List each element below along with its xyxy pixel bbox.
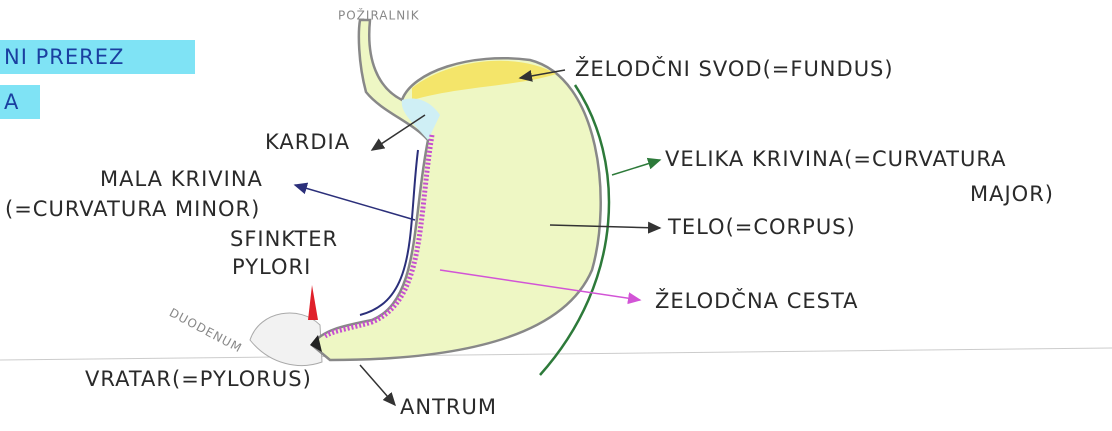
sphincter-mark [308, 285, 318, 320]
diagram: NI PREREZ A POŽIRALNIK ŽELODČNI SVOD(=FU… [0, 0, 1112, 427]
title: NI PREREZ [4, 45, 124, 69]
arrow [360, 365, 395, 405]
label: VRATAR(=PYLORUS) [85, 367, 312, 391]
label: ŽELODČNA CESTA [655, 288, 859, 313]
label: KARDIA [265, 130, 350, 154]
title: A [4, 90, 19, 114]
label: ANTRUM [400, 395, 497, 419]
label: TELO(=CORPUS) [667, 215, 856, 239]
label: POŽIRALNIK [338, 8, 420, 23]
arrow [295, 185, 415, 220]
label: MAJOR) [970, 182, 1054, 206]
arrow [612, 160, 660, 175]
page: {"header": {"title_line1": "NI PREREZ", … [0, 0, 1112, 427]
label: SFINKTER [230, 227, 338, 251]
label: PYLORI [232, 255, 311, 279]
label: MALA KRIVINA [100, 167, 263, 191]
label: ŽELODČNI SVOD(=FUNDUS) [575, 56, 894, 81]
arrow [372, 115, 425, 150]
label: (=CURVATURA MINOR) [5, 197, 260, 221]
label: DUODENUM [167, 305, 245, 355]
label: VELIKA KRIVINA(=CURVATURA [665, 147, 1007, 171]
